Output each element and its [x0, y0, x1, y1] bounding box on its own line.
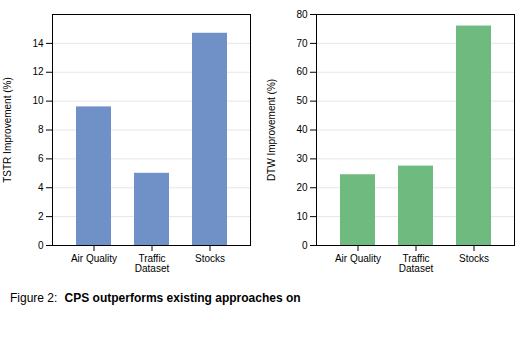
svg-text:DTW Improvement (%): DTW Improvement (%) — [266, 79, 277, 181]
svg-text:80: 80 — [296, 9, 308, 20]
svg-text:TSTR Improvement (%): TSTR Improvement (%) — [2, 77, 13, 183]
svg-text:60: 60 — [296, 66, 308, 77]
svg-text:Air Quality: Air Quality — [335, 253, 381, 264]
svg-text:12: 12 — [32, 66, 44, 77]
svg-text:10: 10 — [32, 95, 44, 106]
svg-text:50: 50 — [296, 95, 308, 106]
svg-text:Stocks: Stocks — [195, 253, 225, 264]
svg-text:4: 4 — [38, 182, 44, 193]
svg-text:2: 2 — [38, 211, 44, 222]
svg-text:40: 40 — [296, 124, 308, 135]
svg-text:Air Quality: Air Quality — [71, 253, 117, 264]
svg-text:0: 0 — [302, 240, 308, 251]
svg-text:10: 10 — [296, 211, 308, 222]
svg-text:6: 6 — [38, 153, 44, 164]
svg-text:Stocks: Stocks — [459, 253, 489, 264]
svg-text:14: 14 — [32, 38, 44, 49]
svg-text:TrafficDataset: TrafficDataset — [399, 253, 434, 274]
svg-text:TrafficDataset: TrafficDataset — [135, 253, 170, 274]
svg-text:0: 0 — [38, 240, 44, 251]
html-text:CPS outperforms existing appro: CPS outperforms existing approaches on — [64, 291, 301, 305]
svg-text:30: 30 — [296, 153, 308, 164]
html-text:Figure 2:: Figure 2: — [10, 291, 58, 305]
svg-text:8: 8 — [38, 124, 44, 135]
svg-text:70: 70 — [296, 38, 308, 49]
svg-text:20: 20 — [296, 182, 308, 193]
